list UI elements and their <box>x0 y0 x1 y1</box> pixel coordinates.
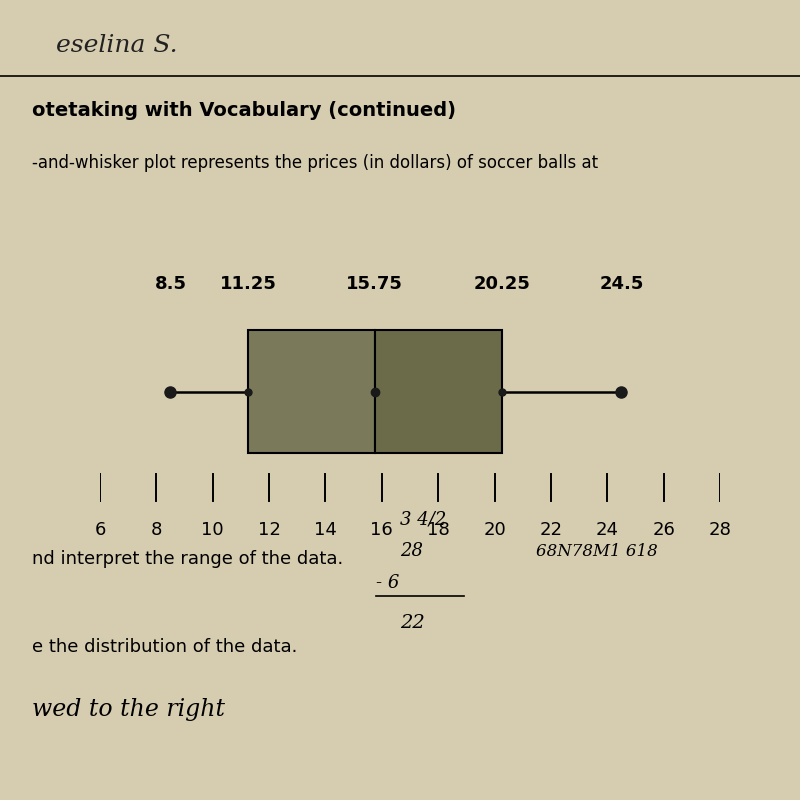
Text: 3 4/2: 3 4/2 <box>400 510 446 528</box>
Text: 16: 16 <box>370 521 393 539</box>
Text: -and-whisker plot represents the prices (in dollars) of soccer balls at: -and-whisker plot represents the prices … <box>32 154 598 172</box>
Text: 28: 28 <box>400 542 423 560</box>
Text: 24: 24 <box>596 521 618 539</box>
Text: 26: 26 <box>652 521 675 539</box>
Bar <box>374 330 502 454</box>
Text: e the distribution of the data.: e the distribution of the data. <box>32 638 298 656</box>
Text: 12: 12 <box>258 521 281 539</box>
Text: wed to the right: wed to the right <box>32 698 225 721</box>
Text: - 6: - 6 <box>376 574 399 592</box>
Text: 68N78M1 618: 68N78M1 618 <box>536 543 658 560</box>
Text: 8: 8 <box>150 521 162 539</box>
Text: 24.5: 24.5 <box>599 275 643 293</box>
Text: 8.5: 8.5 <box>154 275 186 293</box>
Text: 14: 14 <box>314 521 337 539</box>
Text: 22: 22 <box>400 614 425 632</box>
Text: nd interpret the range of the data.: nd interpret the range of the data. <box>32 550 343 568</box>
Text: 18: 18 <box>427 521 450 539</box>
Text: 20: 20 <box>483 521 506 539</box>
Text: 11.25: 11.25 <box>219 275 276 293</box>
Text: 10: 10 <box>202 521 224 539</box>
Text: 20.25: 20.25 <box>473 275 530 293</box>
Text: otetaking with Vocabulary (continued): otetaking with Vocabulary (continued) <box>32 101 456 120</box>
Text: 15.75: 15.75 <box>346 275 403 293</box>
Text: eselina S.: eselina S. <box>56 34 178 57</box>
Text: 22: 22 <box>539 521 562 539</box>
Text: 6: 6 <box>94 521 106 539</box>
Bar <box>248 330 374 454</box>
Text: 28: 28 <box>709 521 731 539</box>
